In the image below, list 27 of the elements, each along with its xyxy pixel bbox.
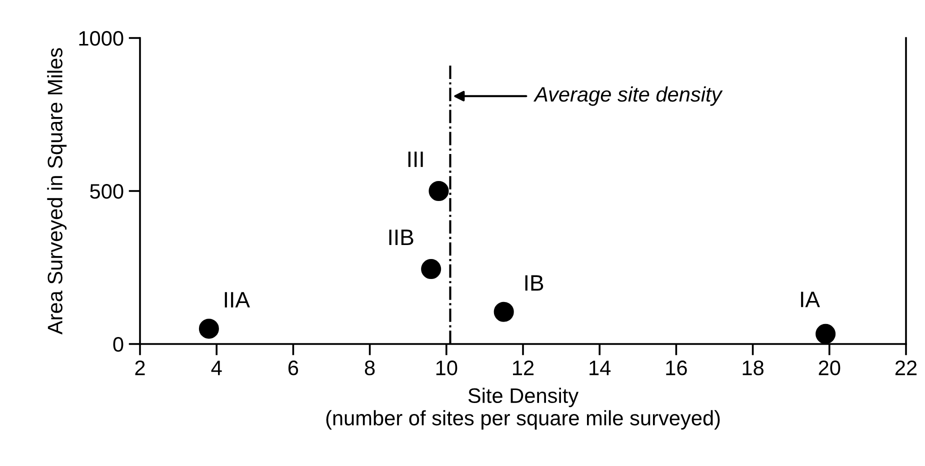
x-tick-label: 12 (513, 360, 534, 376)
point (816, 324, 836, 344)
x-tick-label: 8 (364, 360, 375, 376)
ref-line-label: Average site density (533, 86, 723, 106)
y-tick-label: 500 (90, 184, 124, 199)
x-tick-label: 22 (895, 360, 917, 376)
x-axis-title: Site Density (number of sites per square mile surveyed) (326, 388, 720, 430)
x-tick-label: 18 (742, 360, 764, 376)
y-axis-title: Area Surveyed in Square Miles (47, 48, 67, 335)
x-tick-label: 20 (818, 360, 840, 376)
annotation: IIA (224, 292, 250, 308)
x-tick-label: 6 (288, 360, 298, 376)
annotation: III (408, 152, 423, 167)
point (198, 318, 219, 339)
point (494, 302, 514, 322)
x-tick-label: 10 (436, 360, 458, 376)
x-tick-label: 4 (211, 360, 222, 376)
annotation: IA (801, 292, 820, 308)
y-tick-label: 1000 (79, 31, 124, 46)
annotation: IB (525, 275, 544, 291)
point (428, 180, 449, 202)
y-tick-label: 0 (113, 337, 124, 352)
x-tick-label: 2 (135, 360, 145, 376)
x-tick-label: 14 (590, 360, 611, 376)
annotation: IIB (389, 230, 414, 245)
x-tick-label: 16 (666, 360, 687, 376)
point (421, 259, 442, 280)
